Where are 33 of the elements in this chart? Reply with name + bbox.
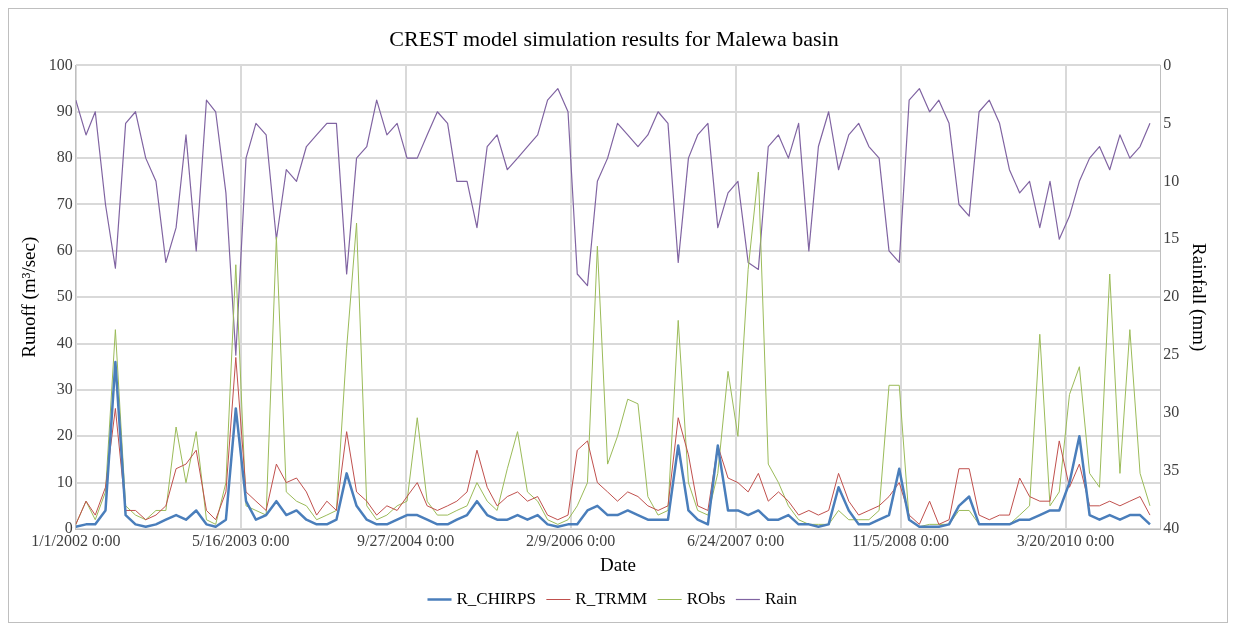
y2-tick-label: 10	[1163, 171, 1180, 189]
y2-axis-title: Rainfall (mm)	[1187, 243, 1210, 352]
y2-tick-label: 35	[1163, 461, 1180, 479]
y-tick-label: 70	[56, 194, 73, 212]
x-tick-label: 11/5/2008 0:00	[852, 531, 949, 549]
y-tick-label: 50	[56, 287, 73, 305]
x-tick-label: 5/16/2003 0:00	[192, 531, 290, 549]
legend-label: R_TRMM	[575, 588, 648, 608]
y-tick-label: 20	[56, 426, 73, 444]
x-axis-title: Date	[600, 553, 636, 575]
y-tick-label: 90	[56, 101, 73, 119]
legend-label: R_CHIRPS	[456, 588, 536, 608]
x-tick-label: 6/24/2007 0:00	[686, 531, 785, 549]
y2-tick-label: 0	[1163, 55, 1172, 73]
y-tick-label: 100	[48, 55, 73, 73]
x-tick-label: 2/9/2006 0:00	[525, 531, 616, 549]
legend-label: Rain	[764, 588, 798, 608]
y-tick-label: 30	[56, 380, 73, 398]
y2-tick-label: 25	[1163, 345, 1180, 363]
y-tick-label: 10	[56, 472, 73, 490]
y2-tick-label: 30	[1163, 403, 1180, 421]
y2-tick-label: 15	[1163, 229, 1180, 247]
y2-tick-label: 40	[1163, 519, 1180, 537]
chart-title: CREST model simulation results for Malewa basin	[389, 25, 839, 51]
x-tick-label: 9/27/2004 0:00	[357, 531, 455, 549]
y-tick-label: 40	[56, 333, 73, 351]
y-tick-label: 80	[56, 148, 73, 166]
y-axis-title: Runoff (m³/sec)	[18, 236, 41, 358]
y-tick-label: 60	[56, 241, 73, 259]
y2-tick-label: 5	[1163, 113, 1172, 131]
legend-label: RObs	[686, 588, 726, 608]
y2-tick-label: 20	[1163, 287, 1180, 305]
x-tick-label: 3/20/2010 0:00	[1016, 531, 1115, 549]
